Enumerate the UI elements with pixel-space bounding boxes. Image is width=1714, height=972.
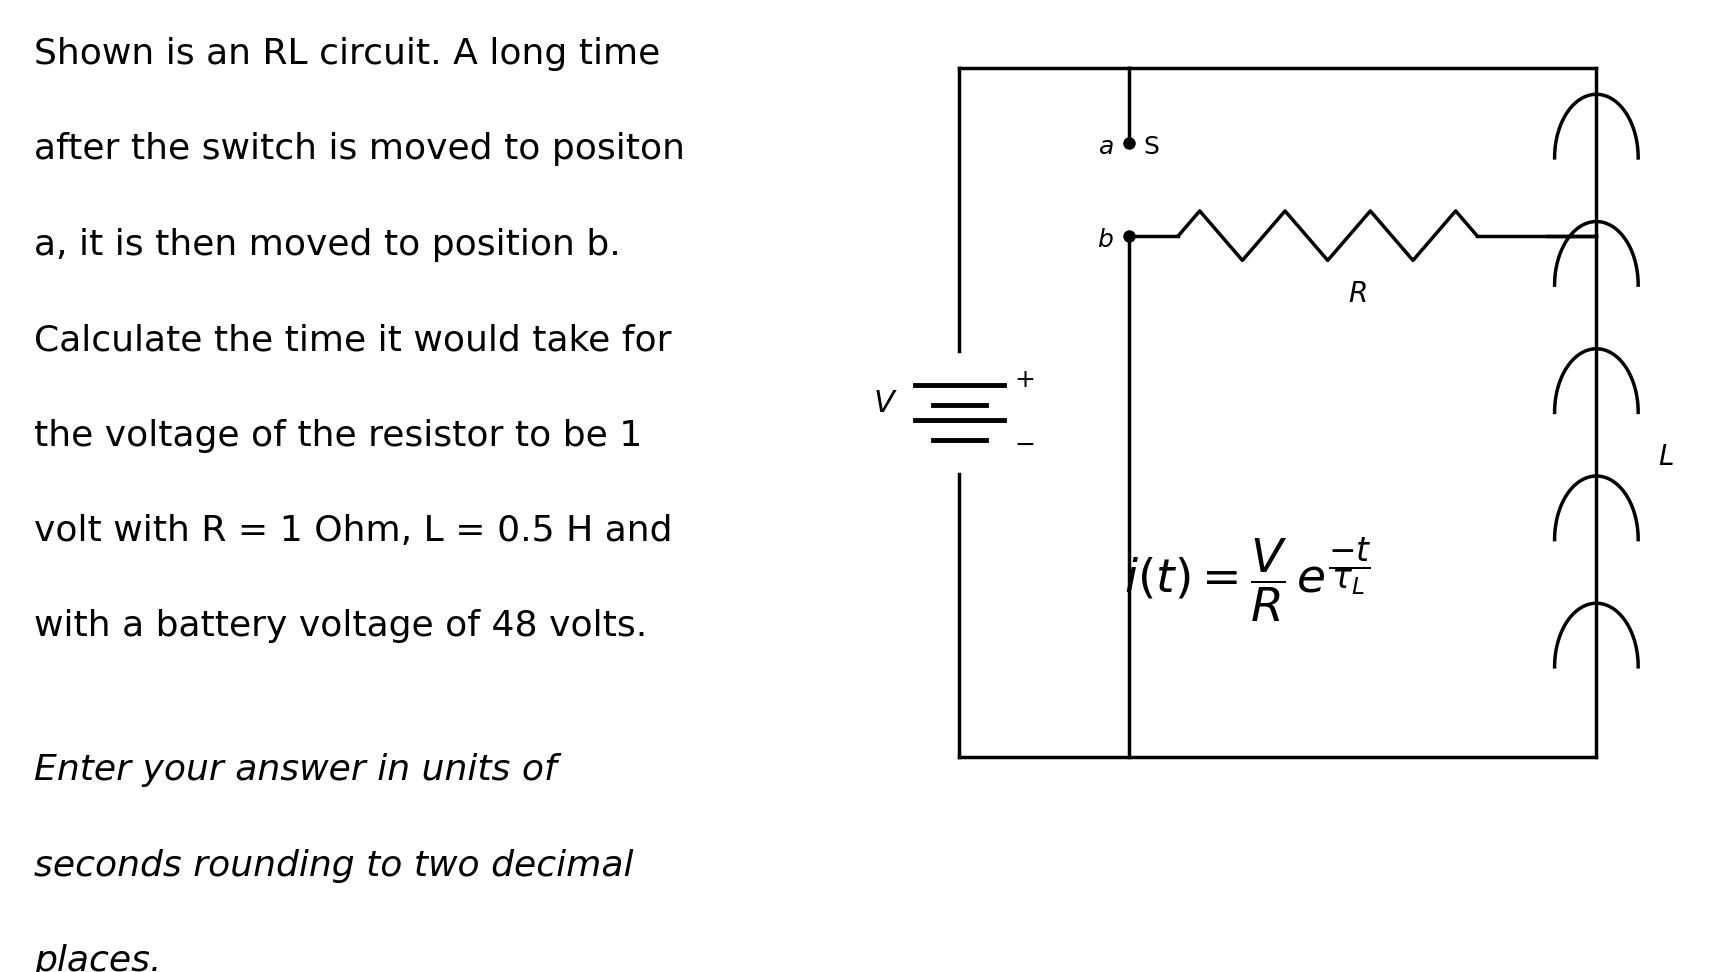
Text: $a$: $a$ xyxy=(1099,135,1114,159)
Text: seconds rounding to two decimal: seconds rounding to two decimal xyxy=(34,849,634,883)
Text: the voltage of the resistor to be 1: the voltage of the resistor to be 1 xyxy=(34,419,643,453)
Text: places.: places. xyxy=(34,944,161,972)
Text: Enter your answer in units of: Enter your answer in units of xyxy=(34,753,557,787)
Text: Shown is an RL circuit. A long time: Shown is an RL circuit. A long time xyxy=(34,37,660,71)
Text: −: − xyxy=(1015,433,1035,457)
Text: after the switch is moved to positon: after the switch is moved to positon xyxy=(34,132,686,166)
Text: with a battery voltage of 48 volts.: with a battery voltage of 48 volts. xyxy=(34,609,648,643)
Text: $i(t) = \dfrac{V}{R}\, e^{\dfrac{-t}{\tau_L}}$: $i(t) = \dfrac{V}{R}\, e^{\dfrac{-t}{\ta… xyxy=(1124,536,1371,625)
Text: $L$: $L$ xyxy=(1657,442,1675,470)
Text: S: S xyxy=(1143,135,1159,159)
Text: volt with R = 1 Ohm, L = 0.5 H and: volt with R = 1 Ohm, L = 0.5 H and xyxy=(34,514,672,548)
Text: V: V xyxy=(874,389,895,418)
Text: $b$: $b$ xyxy=(1097,228,1114,252)
Text: a, it is then moved to position b.: a, it is then moved to position b. xyxy=(34,227,620,261)
Text: +: + xyxy=(1015,368,1035,392)
Text: Calculate the time it would take for: Calculate the time it would take for xyxy=(34,323,672,357)
Text: $R$: $R$ xyxy=(1349,280,1366,308)
